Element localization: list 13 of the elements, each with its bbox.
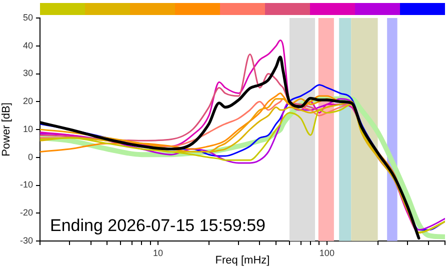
annotation: Ending 2026-07-15 15:59:59 [50, 216, 266, 236]
y-tick-label: 20 [22, 96, 33, 106]
y-tick-label: 30 [22, 68, 33, 78]
y-tick-label: 10 [22, 124, 33, 134]
y-tick-label: 40 [22, 40, 33, 50]
y-tick-label: -10 [20, 180, 33, 190]
x-axis-title: Freq [mHz] [215, 254, 270, 266]
y-tick-label: -30 [20, 235, 33, 246]
y-tick-label: -20 [20, 208, 33, 218]
y-axis-title: Power [dB] [0, 102, 13, 156]
y-tick-label: 50 [22, 12, 33, 22]
y-tick-label: 0 [28, 152, 33, 162]
x-tick-label: 100 [319, 248, 334, 258]
